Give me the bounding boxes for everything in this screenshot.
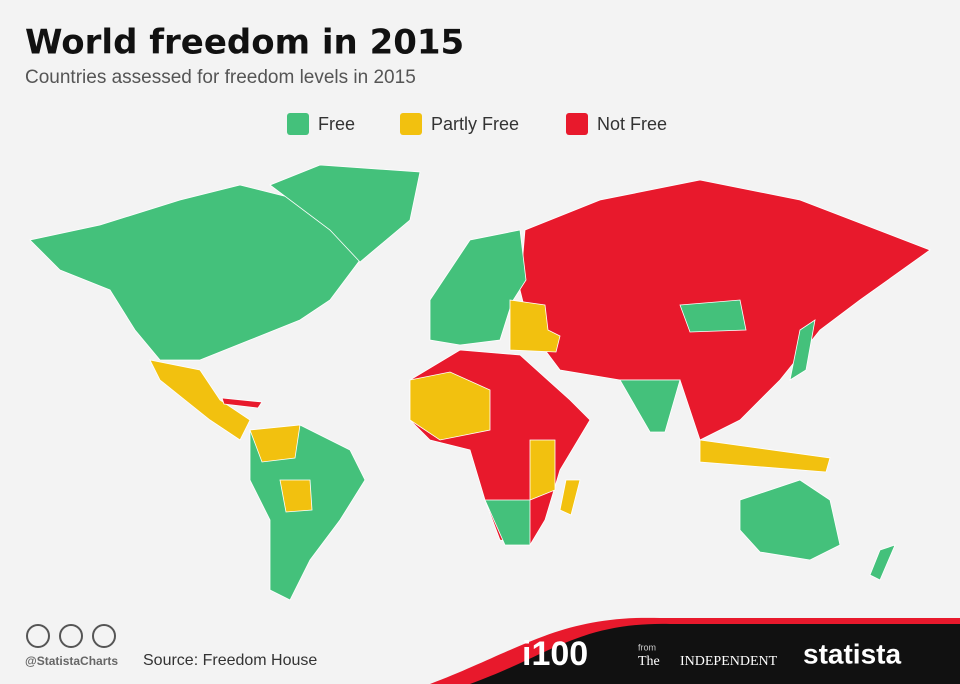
- legend-label: Free: [318, 114, 355, 134]
- cc-icons: [26, 624, 116, 648]
- statista-logo: statista: [803, 638, 901, 669]
- madagascar: [559, 479, 581, 516]
- handle: @StatistaCharts: [25, 654, 118, 668]
- east-africa: [529, 439, 556, 501]
- source: Source: Freedom House: [143, 652, 317, 669]
- australia: [739, 479, 841, 561]
- legend-label: Not Free: [597, 114, 667, 134]
- north-america: [29, 184, 361, 361]
- title: World freedom in 2015: [25, 23, 464, 63]
- venezuela-colombia: [249, 424, 301, 463]
- from: from: [638, 642, 656, 652]
- world-map: [29, 164, 931, 601]
- greenland: [269, 164, 421, 263]
- cuba: [221, 397, 263, 409]
- legend: Free Partly Free Not Free: [287, 113, 667, 135]
- mongolia: [679, 299, 747, 333]
- legend-swatch: [287, 113, 309, 135]
- india: [619, 379, 681, 433]
- southeast-asia: [699, 439, 831, 473]
- subtitle: Countries assessed for freedom levels in…: [25, 67, 416, 88]
- legend-swatch: [566, 113, 588, 135]
- the: The: [638, 654, 660, 669]
- central-america: [149, 359, 251, 441]
- footer-band: [470, 623, 960, 684]
- south-america: [249, 424, 366, 601]
- west-africa: [409, 371, 491, 441]
- bolivia-paraguay: [279, 479, 313, 513]
- legend-label: Partly Free: [431, 114, 519, 134]
- turkey-ukraine: [509, 299, 561, 353]
- independent: INDEPENDENT: [680, 654, 778, 669]
- legend-swatch: [400, 113, 422, 135]
- brand: i100: [522, 635, 588, 673]
- japan: [789, 319, 816, 381]
- new-zealand: [869, 544, 896, 581]
- southern-africa: [484, 499, 531, 546]
